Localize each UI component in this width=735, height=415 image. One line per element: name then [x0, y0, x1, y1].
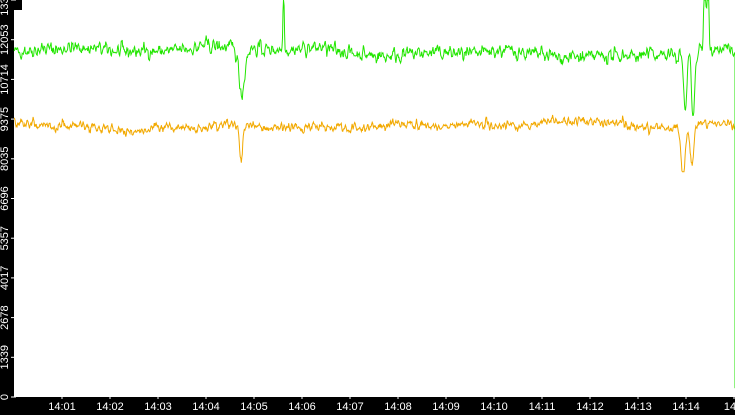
svg-text:14:13: 14:13 — [624, 401, 652, 413]
svg-text:14:03: 14:03 — [144, 401, 172, 413]
svg-text:4017: 4017 — [0, 266, 11, 290]
svg-text:14:02: 14:02 — [96, 401, 124, 413]
svg-text:14:10: 14:10 — [480, 401, 508, 413]
svg-text:14:08: 14:08 — [384, 401, 412, 413]
svg-text:6696: 6696 — [0, 186, 11, 210]
svg-text:14:01: 14:01 — [48, 401, 76, 413]
svg-text:2678: 2678 — [0, 305, 11, 329]
svg-text:0: 0 — [0, 394, 11, 400]
svg-text:14:07: 14:07 — [336, 401, 364, 413]
svg-text:5357: 5357 — [0, 226, 11, 250]
svg-text:9375: 9375 — [0, 107, 11, 131]
svg-text:10714: 10714 — [0, 64, 11, 95]
svg-text:14:11: 14:11 — [529, 401, 556, 413]
svg-text:14:06: 14:06 — [288, 401, 316, 413]
svg-text:14:12: 14:12 — [576, 401, 604, 413]
svg-text:12053: 12053 — [0, 24, 11, 55]
svg-text:14:04: 14:04 — [192, 401, 220, 413]
svg-text:8035: 8035 — [0, 147, 11, 171]
svg-text:13393: 13393 — [0, 0, 11, 16]
svg-text:1339: 1339 — [0, 345, 11, 369]
svg-text:14:14: 14:14 — [672, 401, 700, 413]
svg-text:14: 14 — [724, 401, 735, 413]
svg-text:14:05: 14:05 — [240, 401, 268, 413]
svg-text:14:09: 14:09 — [432, 401, 460, 413]
